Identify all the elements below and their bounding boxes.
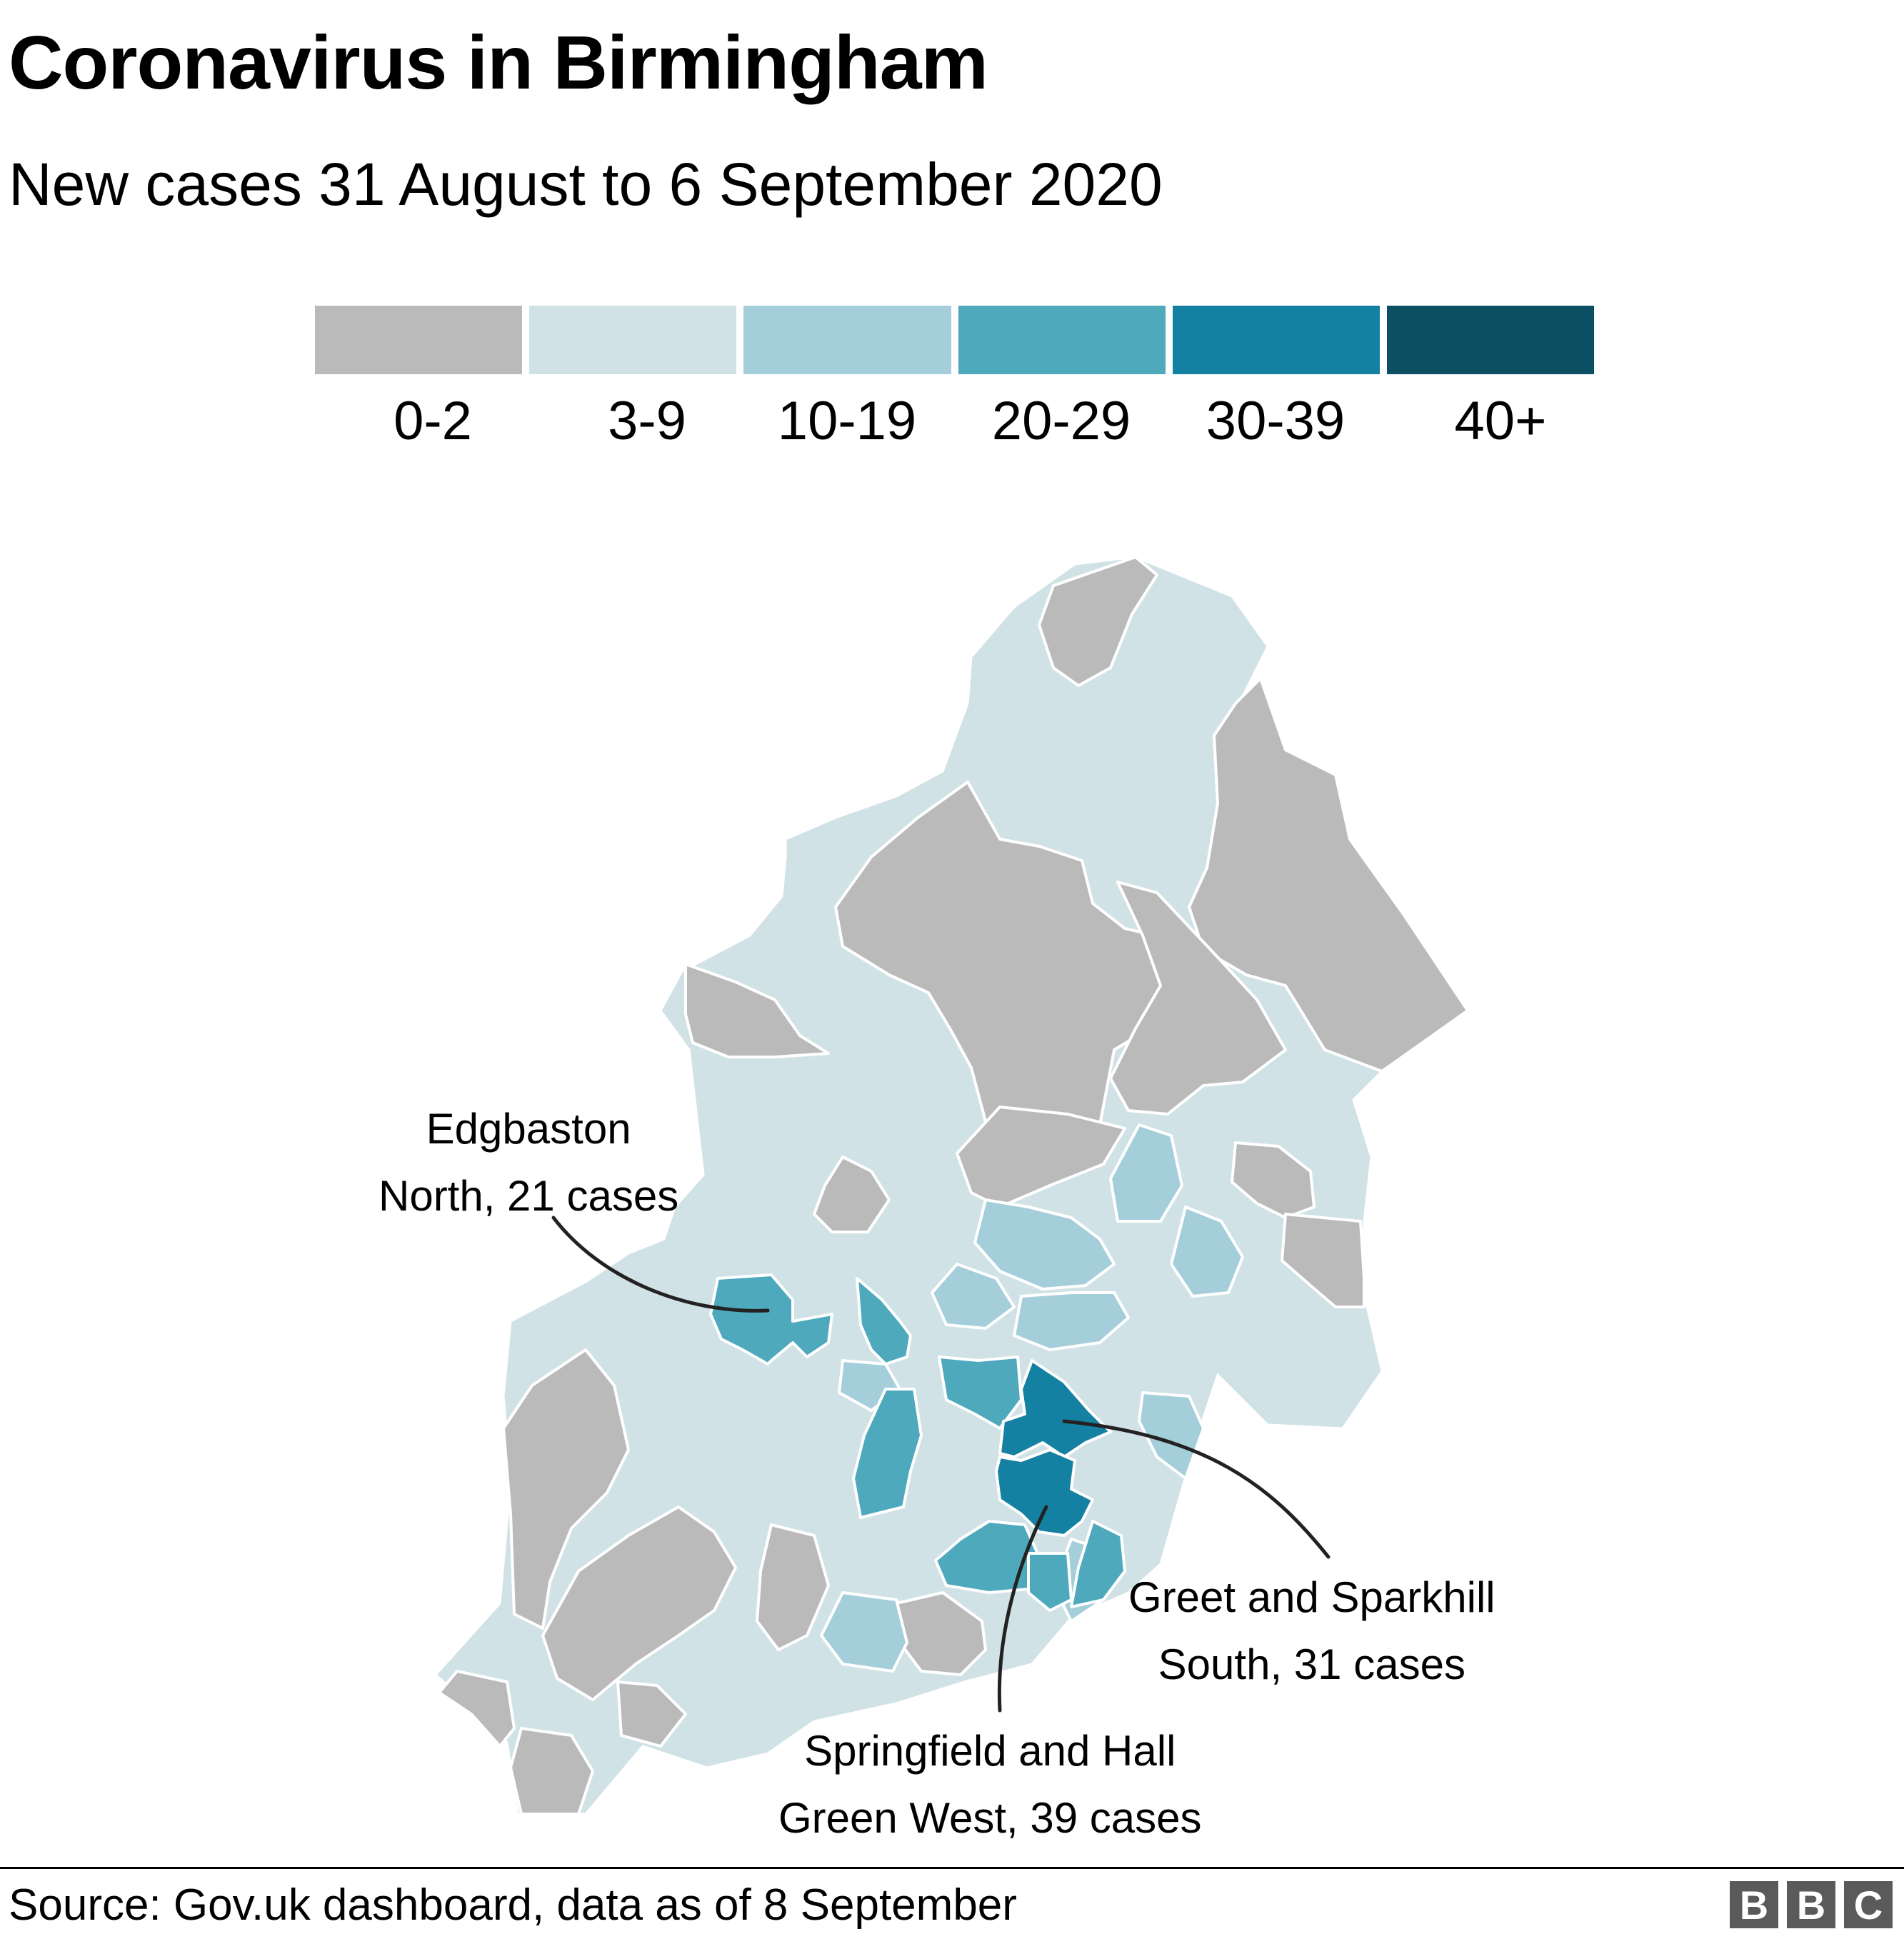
regions-0-2 bbox=[438, 556, 1469, 1815]
leader-line-greet bbox=[1062, 1419, 1331, 1559]
annotation-edgbaston-line1: Edgbaston bbox=[426, 1105, 631, 1153]
ward-region bbox=[1231, 1141, 1316, 1219]
ward-region bbox=[934, 1520, 1041, 1594]
legend-swatch-10-19 bbox=[743, 306, 951, 374]
ward-region bbox=[502, 1348, 630, 1630]
bbc-logo-letter: C bbox=[1844, 1881, 1893, 1928]
annotation-edgbaston: Edgbaston North, 21 cases bbox=[379, 1096, 678, 1230]
ward-region bbox=[852, 1388, 923, 1519]
annotation-edgbaston-line2: North, 21 cases bbox=[379, 1172, 679, 1220]
legend-label-30-39: 30-39 bbox=[1206, 391, 1346, 451]
ward-region bbox=[1138, 1391, 1205, 1480]
footer-rule bbox=[0, 1867, 1904, 1869]
annotation-springfield-line1: Springfield and Hall bbox=[804, 1727, 1176, 1775]
bbc-logo-letter: B bbox=[1730, 1881, 1778, 1928]
ward-region bbox=[820, 1591, 908, 1673]
ward-region bbox=[616, 1680, 687, 1748]
legend-swatch-3-9 bbox=[529, 306, 736, 374]
annotation-greet-line2: South, 31 cases bbox=[1158, 1640, 1465, 1688]
ward-region bbox=[1170, 1206, 1244, 1298]
ward-greet-and-sparkhill-south bbox=[998, 1359, 1112, 1458]
source-note: Source: Gov.uk dashboard, data as of 8 S… bbox=[9, 1880, 1017, 1930]
ward-region bbox=[931, 1263, 1016, 1330]
ward-region bbox=[1038, 556, 1158, 687]
ward-region bbox=[541, 1505, 737, 1701]
legend-label-40plus: 40+ bbox=[1454, 391, 1547, 451]
ward-region bbox=[1188, 677, 1469, 1073]
ward-region bbox=[813, 1156, 891, 1233]
page-title: Coronavirus in Birmingham bbox=[9, 21, 988, 105]
legend-swatch-0-2 bbox=[315, 306, 522, 374]
ward-region bbox=[856, 1277, 912, 1366]
annotation-greet: Greet and Sparkhill South, 31 cases bbox=[1128, 1564, 1495, 1698]
ward-region bbox=[756, 1523, 830, 1651]
annotation-lines bbox=[551, 1216, 1331, 1713]
ward-region bbox=[684, 963, 830, 1058]
legend-swatch-30-39 bbox=[1173, 306, 1380, 374]
ward-region bbox=[1109, 1123, 1183, 1223]
bbc-logo: B B C bbox=[1730, 1881, 1893, 1928]
annotation-springfield: Springfield and Hall Green West, 39 case… bbox=[778, 1718, 1202, 1852]
page-subtitle: New cases 31 August to 6 September 2020 bbox=[9, 151, 1163, 218]
annotation-greet-line1: Greet and Sparkhill bbox=[1128, 1573, 1495, 1621]
leader-line-springfield bbox=[997, 1505, 1048, 1713]
legend-label-20-29: 20-29 bbox=[991, 391, 1131, 451]
annotation-springfield-line2: Green West, 39 cases bbox=[778, 1794, 1202, 1842]
ward-region bbox=[509, 1727, 594, 1815]
ward-region bbox=[438, 1670, 516, 1748]
legend-label-10-19: 10-19 bbox=[777, 391, 917, 451]
legend-swatch-20-29 bbox=[958, 306, 1166, 374]
legend: 0-2 3-9 10-19 20-29 30-39 40+ bbox=[315, 306, 1594, 451]
legend-label-3-9: 3-9 bbox=[608, 391, 686, 451]
ward-region bbox=[1281, 1213, 1366, 1308]
ward-region bbox=[938, 1356, 1023, 1430]
leader-line-edgbaston bbox=[551, 1216, 770, 1313]
ward-region bbox=[1109, 881, 1287, 1116]
ward-region bbox=[1027, 1552, 1073, 1612]
ward-region bbox=[1070, 1520, 1126, 1608]
legend-label-0-2: 0-2 bbox=[394, 391, 472, 451]
ward-region bbox=[973, 1198, 1116, 1291]
legend-swatch-40plus bbox=[1387, 306, 1594, 374]
regions-20-29 bbox=[709, 1273, 1126, 1612]
regions-30-39 bbox=[995, 1359, 1112, 1537]
ward-springfield-and-hall-green-west bbox=[995, 1448, 1094, 1537]
ward-region bbox=[1013, 1291, 1130, 1351]
ward-edgbaston-north bbox=[709, 1273, 833, 1366]
bbc-logo-letter: B bbox=[1787, 1881, 1835, 1928]
ward-region bbox=[956, 1106, 1126, 1208]
